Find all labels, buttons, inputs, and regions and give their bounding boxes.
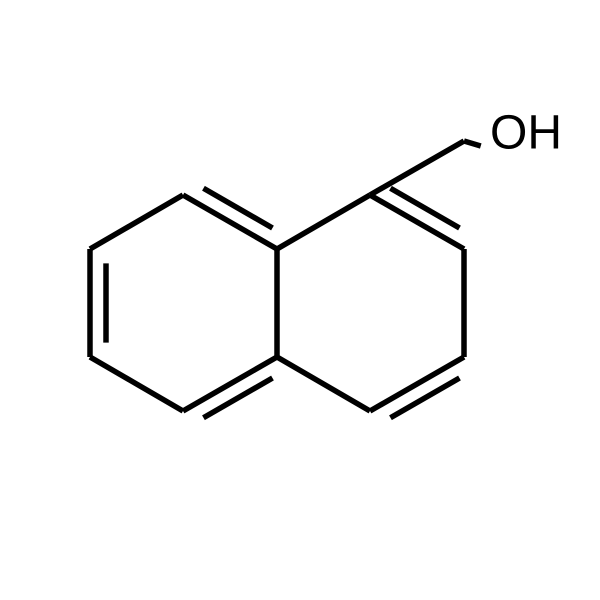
bond-line xyxy=(203,188,272,228)
bond-line xyxy=(277,195,370,249)
hydroxyl-label: OH xyxy=(490,107,562,160)
bond-line xyxy=(90,357,183,411)
bond-line xyxy=(390,378,459,418)
bond-layer xyxy=(90,141,481,418)
bond-line xyxy=(390,188,459,228)
bond-line xyxy=(370,141,464,195)
bond-line xyxy=(203,378,272,418)
molecule-diagram: OH xyxy=(0,0,600,600)
bond-line xyxy=(464,141,481,146)
bond-line xyxy=(277,357,370,411)
bond-line xyxy=(90,195,183,249)
